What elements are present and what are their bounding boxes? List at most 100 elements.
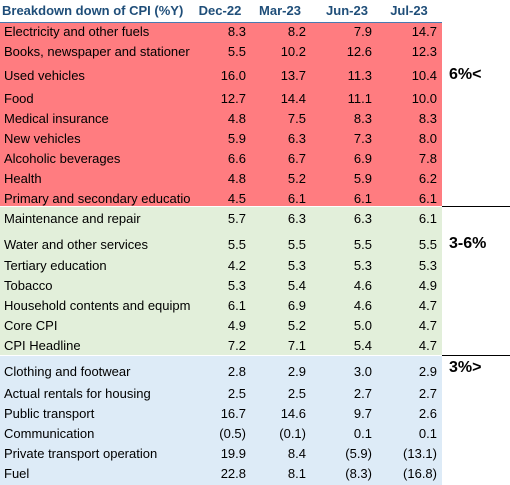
- value-cell[interactable]: 2.5: [287, 386, 306, 401]
- value-cell[interactable]: 8.1: [287, 466, 306, 481]
- value-cell[interactable]: 5.0: [353, 318, 372, 333]
- value-cell[interactable]: 4.7: [418, 338, 437, 353]
- category-name-cell[interactable]: Actual rentals for housing: [4, 386, 151, 401]
- category-name-cell[interactable]: Household contents and equipment: [4, 298, 190, 313]
- value-cell[interactable]: 11.3: [347, 68, 372, 83]
- value-cell[interactable]: (0.1): [279, 426, 306, 441]
- value-cell[interactable]: 6.3: [287, 131, 306, 146]
- category-name-cell[interactable]: Core CPI: [4, 318, 58, 333]
- header-period-dec-22[interactable]: Dec-22: [198, 3, 242, 18]
- category-name-cell[interactable]: Private transport operation: [4, 446, 158, 461]
- value-cell[interactable]: 7.2: [227, 338, 246, 353]
- value-cell[interactable]: 2.7: [418, 386, 437, 401]
- value-cell[interactable]: 12.3: [411, 44, 437, 59]
- value-cell[interactable]: 2.8: [227, 364, 246, 379]
- value-cell[interactable]: 2.9: [418, 364, 437, 379]
- header-period-jul-23[interactable]: Jul-23: [390, 3, 428, 18]
- category-name-cell[interactable]: Communication: [4, 426, 95, 441]
- category-name-cell[interactable]: Clothing and footwear: [4, 364, 131, 379]
- value-cell[interactable]: 7.3: [353, 131, 372, 146]
- category-name-cell[interactable]: Tobacco: [4, 278, 53, 293]
- header-period-mar-23[interactable]: Mar-23: [259, 3, 301, 18]
- value-cell[interactable]: 13.7: [280, 68, 306, 83]
- value-cell[interactable]: (8.3): [345, 466, 372, 481]
- value-cell[interactable]: 6.1: [353, 191, 372, 206]
- value-cell[interactable]: 4.9: [227, 318, 246, 333]
- value-cell[interactable]: 5.3: [418, 258, 437, 273]
- value-cell[interactable]: 16.7: [220, 406, 246, 421]
- category-name-cell[interactable]: Alcoholic beverages: [4, 151, 121, 166]
- value-cell[interactable]: 6.1: [227, 298, 246, 313]
- value-cell[interactable]: (16.8): [403, 466, 437, 481]
- value-cell[interactable]: 16.0: [220, 68, 246, 83]
- value-cell[interactable]: 2.5: [227, 386, 246, 401]
- value-cell[interactable]: 4.7: [418, 298, 437, 313]
- value-cell[interactable]: 5.5: [227, 44, 246, 59]
- value-cell[interactable]: 7.8: [418, 151, 437, 166]
- value-cell[interactable]: 5.3: [287, 258, 306, 273]
- value-cell[interactable]: 6.2: [418, 171, 437, 186]
- value-cell[interactable]: 7.9: [353, 24, 372, 39]
- value-cell[interactable]: 4.9: [418, 278, 437, 293]
- header-period-jun-23[interactable]: Jun-23: [326, 3, 368, 18]
- value-cell[interactable]: 5.9: [353, 171, 372, 186]
- value-cell[interactable]: 6.3: [353, 211, 372, 226]
- value-cell[interactable]: 5.2: [287, 318, 306, 333]
- value-cell[interactable]: 8.3: [418, 111, 437, 126]
- value-cell[interactable]: 4.8: [227, 171, 246, 186]
- category-name-cell[interactable]: New vehicles: [4, 131, 81, 146]
- value-cell[interactable]: 2.6: [418, 406, 437, 421]
- value-cell[interactable]: 8.0: [418, 131, 437, 146]
- value-cell[interactable]: 10.4: [411, 68, 437, 83]
- value-cell[interactable]: 8.3: [353, 111, 372, 126]
- value-cell[interactable]: 10.0: [411, 91, 437, 106]
- value-cell[interactable]: 7.5: [287, 111, 306, 126]
- category-name-cell[interactable]: Food: [4, 91, 34, 106]
- value-cell[interactable]: 5.5: [418, 237, 437, 252]
- category-name-cell[interactable]: Primary and secondary education: [4, 191, 190, 206]
- value-cell[interactable]: 2.9: [287, 364, 306, 379]
- value-cell[interactable]: 3.0: [353, 364, 372, 379]
- value-cell[interactable]: 11.1: [347, 91, 372, 106]
- value-cell[interactable]: 4.5: [227, 191, 246, 206]
- value-cell[interactable]: 14.7: [411, 24, 437, 39]
- value-cell[interactable]: 22.8: [220, 466, 246, 481]
- value-cell[interactable]: 19.9: [220, 446, 246, 461]
- value-cell[interactable]: 9.7: [353, 406, 372, 421]
- value-cell[interactable]: 2.7: [353, 386, 372, 401]
- value-cell[interactable]: 5.2: [287, 171, 306, 186]
- value-cell[interactable]: (5.9): [345, 446, 372, 461]
- value-cell[interactable]: 5.5: [227, 237, 246, 252]
- value-cell[interactable]: 6.1: [418, 191, 437, 206]
- category-name-cell[interactable]: Public transport: [4, 406, 95, 421]
- value-cell[interactable]: 5.3: [353, 258, 372, 273]
- category-name-cell[interactable]: Medical insurance: [4, 111, 109, 126]
- value-cell[interactable]: 6.1: [287, 191, 306, 206]
- value-cell[interactable]: 7.1: [287, 338, 306, 353]
- value-cell[interactable]: 6.7: [287, 151, 306, 166]
- value-cell[interactable]: 8.2: [287, 24, 306, 39]
- value-cell[interactable]: 4.6: [353, 278, 372, 293]
- value-cell[interactable]: 12.6: [346, 44, 372, 59]
- value-cell[interactable]: 12.7: [220, 91, 246, 106]
- value-cell[interactable]: (0.5): [219, 426, 246, 441]
- value-cell[interactable]: 6.9: [353, 151, 372, 166]
- value-cell[interactable]: 5.3: [227, 278, 246, 293]
- value-cell[interactable]: 0.1: [353, 426, 372, 441]
- value-cell[interactable]: 5.9: [227, 131, 246, 146]
- value-cell[interactable]: 8.3: [227, 24, 246, 39]
- category-name-cell[interactable]: Water and other services: [4, 237, 149, 252]
- value-cell[interactable]: 6.9: [287, 298, 306, 313]
- value-cell[interactable]: 5.5: [353, 237, 372, 252]
- value-cell[interactable]: 14.6: [280, 406, 306, 421]
- category-name-cell[interactable]: Books, newspaper and stationery: [4, 44, 190, 59]
- value-cell[interactable]: (13.1): [403, 446, 437, 461]
- category-name-cell[interactable]: Electricity and other fuels: [4, 24, 150, 39]
- category-name-cell[interactable]: Health: [4, 171, 42, 186]
- value-cell[interactable]: 0.1: [418, 426, 437, 441]
- category-name-cell[interactable]: Fuel: [4, 466, 30, 481]
- header-title[interactable]: Breakdown down of CPI (%Y): [2, 3, 184, 18]
- value-cell[interactable]: 5.4: [353, 338, 372, 353]
- value-cell[interactable]: 14.4: [280, 91, 306, 106]
- value-cell[interactable]: 8.4: [287, 446, 306, 461]
